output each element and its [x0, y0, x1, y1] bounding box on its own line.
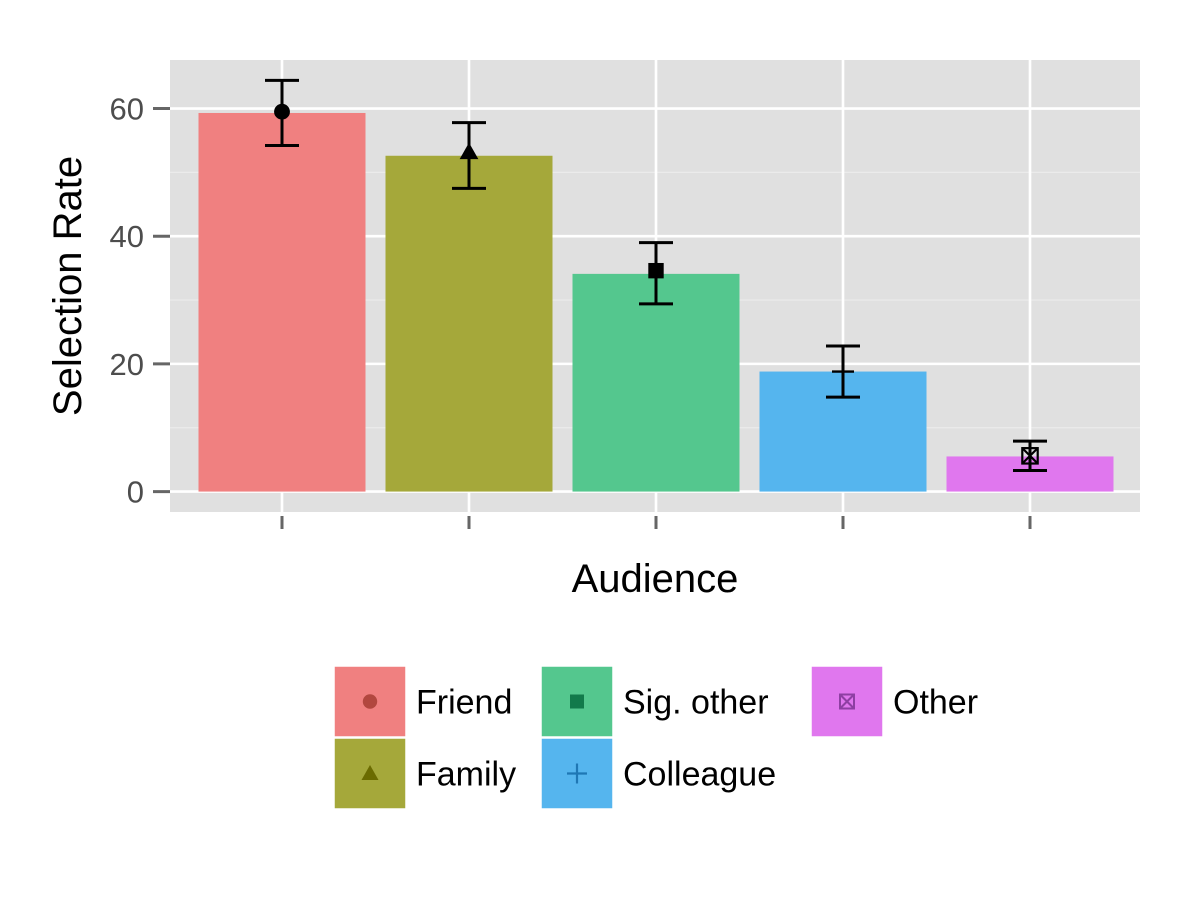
legend-square-marker	[570, 694, 584, 709]
legend-label: Family	[416, 756, 516, 794]
square-marker	[648, 262, 664, 279]
triangle-marker	[459, 142, 479, 160]
boxx-diagonal-2	[839, 693, 855, 710]
axes: 0 20 40 60	[110, 92, 1032, 529]
legend-item-other: Other	[810, 665, 978, 738]
bar-friend	[198, 112, 366, 492]
legend-item-family: Family	[333, 737, 516, 810]
boxx-marker	[1021, 447, 1039, 465]
legend-label: Other	[893, 684, 978, 722]
legend-item-colleague: Colleague	[540, 737, 776, 810]
y-tick-label: 40	[110, 219, 144, 254]
legend-item-sig-other: Sig. other	[540, 665, 769, 738]
legend-item-friend: Friend	[333, 665, 512, 738]
boxx-diagonal-2	[1021, 447, 1039, 465]
legend-boxx-marker	[839, 693, 855, 710]
x-axis-title: Audience	[572, 557, 739, 601]
boxx-square	[1021, 447, 1039, 465]
legend-label: Sig. other	[623, 684, 769, 722]
legend-plus-marker	[567, 763, 587, 784]
bar-sig-other	[572, 273, 740, 492]
y-tick-label: 60	[110, 92, 144, 127]
legend: Friend Family Sig. other Colleague Other	[333, 665, 978, 810]
legend-circle-marker	[362, 694, 378, 709]
point-markers	[274, 103, 1039, 465]
y-tick-label: 0	[127, 475, 144, 510]
boxx-square	[839, 693, 855, 710]
bars	[198, 112, 1114, 492]
legend-triangle-marker	[361, 765, 379, 780]
legend-key-sig-other	[540, 665, 614, 738]
legend-label: Friend	[416, 684, 512, 722]
y-tick-label: 20	[110, 347, 144, 382]
legend-label: Colleague	[623, 756, 776, 794]
circle-marker	[274, 103, 290, 120]
y-axis-title: Selection Rate	[46, 156, 90, 416]
plus-marker	[832, 360, 854, 383]
bar-family	[385, 155, 553, 492]
